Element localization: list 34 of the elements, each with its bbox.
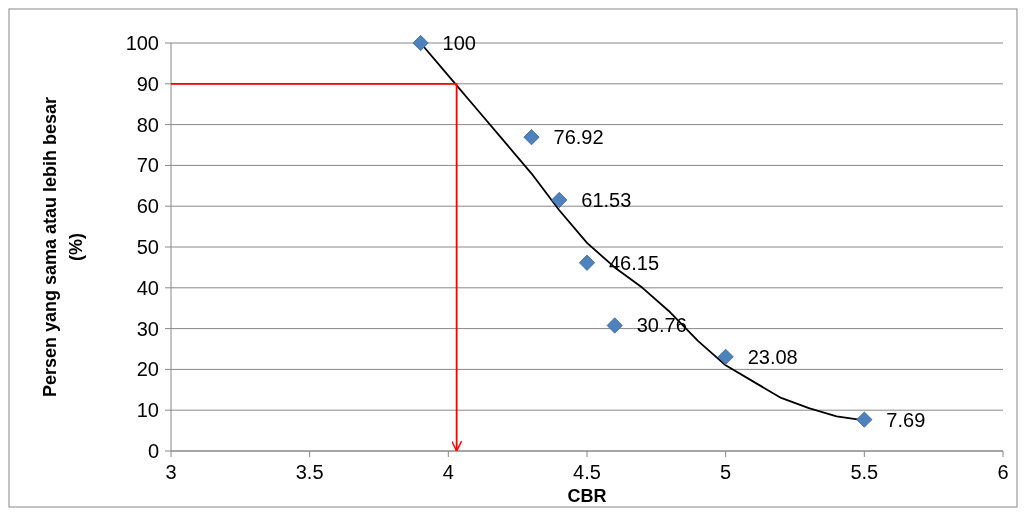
point (717, 348, 734, 365)
y-tick-label: 40 (136, 276, 159, 299)
point (856, 411, 873, 428)
y-tick-label: 0 (147, 440, 159, 462)
x-tick-label: 5 (720, 461, 732, 483)
x-tick-label: 6 (997, 461, 1009, 483)
y-tick-label: 70 (136, 154, 159, 177)
x-tick-label: 3.5 (295, 461, 324, 483)
y-axis-title: Persen yang sama atau lebih besar (%) (40, 96, 86, 398)
x-tick-label: 4 (442, 461, 454, 483)
data-label: 100 (442, 32, 476, 54)
y-tick-label: 60 (136, 195, 159, 218)
y-tick-label: 80 (136, 113, 159, 136)
y-tick-label: 100 (125, 32, 159, 54)
data-label: 7.69 (886, 408, 926, 431)
x-tick-label: 4.5 (573, 461, 601, 483)
y-tick-label: 90 (136, 72, 159, 95)
y-tick-label: 10 (136, 399, 159, 422)
data-label: 30.76 (636, 314, 687, 337)
x-tick-label: 5.5 (850, 461, 879, 483)
data-label: 23.08 (747, 345, 798, 368)
point (412, 34, 429, 52)
point (606, 317, 623, 334)
y-tick-label: 20 (136, 358, 159, 381)
data-label: 61.53 (581, 188, 632, 211)
x-axis-title: CBR (567, 486, 607, 506)
y-tick-label: 30 (136, 317, 159, 340)
point (551, 191, 568, 209)
point (578, 254, 596, 271)
y-tick-label: 50 (136, 236, 159, 258)
data-label: 76.92 (553, 126, 604, 149)
x-tick-label: 3 (165, 461, 177, 483)
data-label: 46.15 (609, 251, 660, 274)
point (523, 129, 540, 146)
